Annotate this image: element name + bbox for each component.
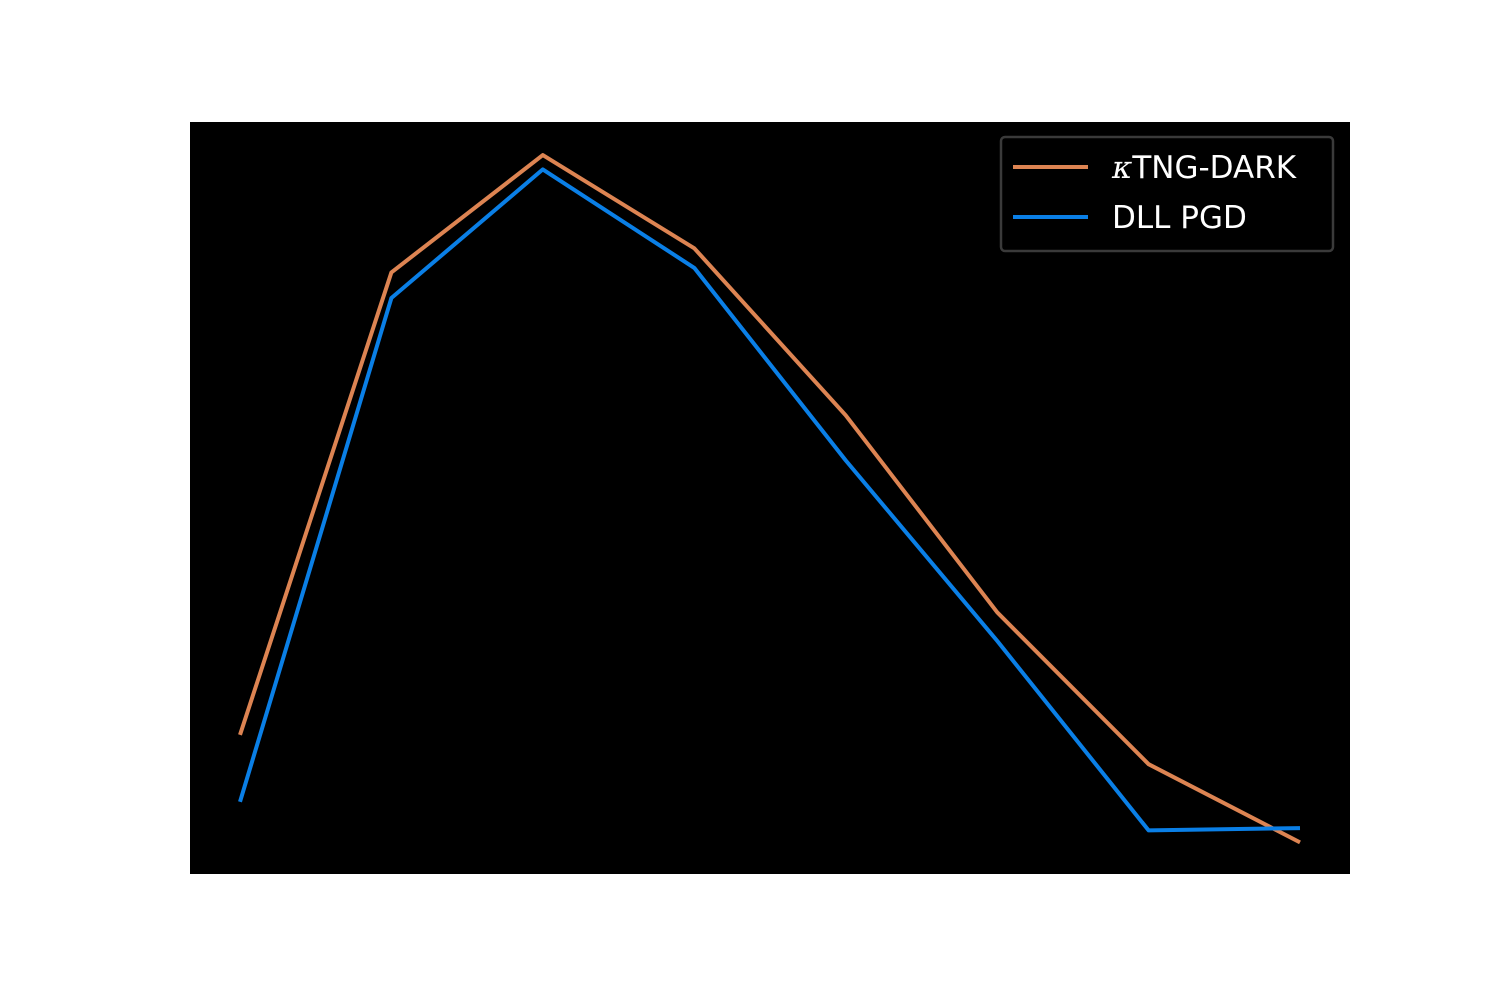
legend-label-series-2: DLL PGD (1112, 200, 1247, 236)
legend-label-rest: TNG-DARK (1131, 150, 1296, 186)
series-layer (238, 153, 1301, 845)
series-line-2 (238, 167, 1301, 833)
legend-label-series-1: κTNG-DARK (1111, 150, 1297, 186)
legend-label-kappa: κ (1111, 150, 1132, 186)
series-line-1 (238, 153, 1301, 845)
legend: κTNG-DARK DLL PGD (999, 135, 1335, 253)
